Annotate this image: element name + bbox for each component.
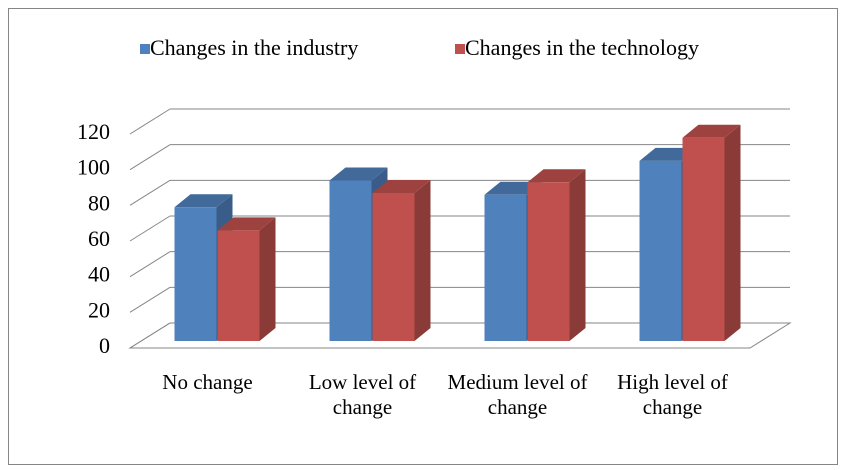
grid-line [129, 179, 171, 206]
bar-top [682, 124, 741, 138]
bar [217, 230, 260, 341]
bar [484, 194, 527, 341]
bar-top [329, 167, 388, 181]
bar-top [527, 169, 586, 183]
bar [639, 160, 682, 341]
y-tick-label: 100 [77, 155, 110, 180]
grid-line [129, 144, 171, 171]
legend-swatch [140, 44, 150, 54]
y-tick-label: 60 [88, 226, 110, 251]
bar-top [174, 194, 233, 208]
bar-top [217, 217, 276, 231]
x-tick-label: Medium level of change [447, 370, 588, 419]
x-tick-label: Low level of change [308, 370, 417, 419]
bar-side [259, 217, 276, 341]
y-tick-label: 120 [77, 119, 110, 144]
x-tick-label: High level of change [617, 370, 728, 419]
bar [174, 207, 217, 341]
bar [372, 192, 415, 341]
bar-side [414, 179, 431, 341]
grid-line [129, 108, 171, 135]
bar [527, 182, 570, 341]
legend-label: Changes in the technology [465, 35, 699, 60]
y-tick-label: 80 [88, 190, 110, 215]
grid-line [129, 286, 171, 313]
bar [682, 137, 725, 341]
grid-line [129, 322, 171, 349]
y-tick-label: 0 [99, 333, 110, 358]
legend-label: Changes in the industry [150, 35, 358, 60]
x-tick-label: No change [162, 370, 253, 394]
legend-swatch [455, 44, 465, 54]
bar [329, 180, 372, 341]
grid-line [129, 215, 171, 242]
bar-side [569, 169, 586, 341]
y-tick-label: 40 [88, 262, 110, 287]
bar-top [372, 179, 431, 193]
y-tick-label: 20 [88, 297, 110, 322]
bar-side [724, 124, 741, 341]
grid-line [129, 251, 171, 278]
